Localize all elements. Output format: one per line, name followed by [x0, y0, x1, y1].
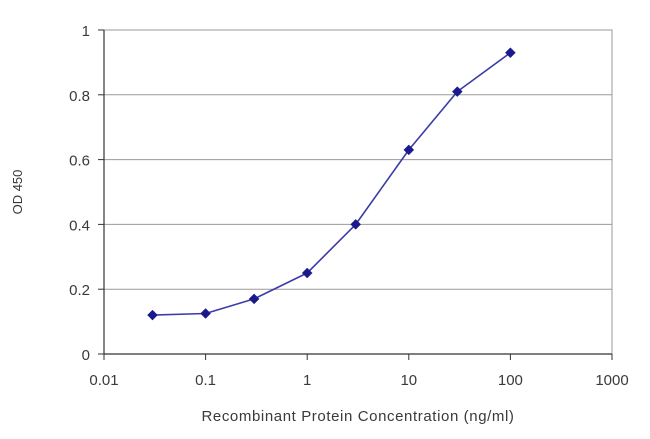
- data-point-marker: [403, 144, 415, 156]
- x-tick-label: 1000: [595, 372, 628, 389]
- data-point-marker: [350, 219, 362, 230]
- y-tick-label: 0.6: [69, 153, 90, 170]
- y-axis-title: OD 450: [10, 170, 25, 215]
- x-tick-label: 1: [303, 372, 311, 389]
- data-point-marker: [248, 293, 260, 305]
- series-layer: [147, 47, 516, 321]
- y-tick-label: 0.8: [69, 88, 90, 105]
- data-point-marker: [301, 267, 313, 279]
- y-tick-label: 0.2: [69, 282, 90, 299]
- y-tick-label: 0.4: [69, 217, 90, 234]
- series-line: [152, 52, 511, 316]
- x-axis-title: Recombinant Protein Concentration (ng/ml…: [201, 408, 514, 425]
- x-tick-label: 100: [498, 372, 523, 389]
- y-tick-label: 1: [82, 23, 90, 40]
- x-tick-label: 0.01: [89, 372, 118, 389]
- data-point-marker: [505, 47, 516, 59]
- data-point-marker: [200, 308, 211, 319]
- grid-layer: [104, 94, 612, 290]
- x-tick-label: 10: [400, 372, 417, 389]
- plot-area-frame: [103, 29, 613, 355]
- x-tick-label: 0.1: [195, 372, 216, 389]
- axis-layer: [98, 29, 613, 360]
- tick-label-layer: 0 0.2 0.4 0.6 0.8 1 0.01 0.1 1 10 100 1000: [69, 23, 629, 389]
- data-point-marker: [147, 309, 158, 321]
- y-tick-label: 0: [82, 347, 90, 364]
- data-point-marker: [451, 86, 463, 97]
